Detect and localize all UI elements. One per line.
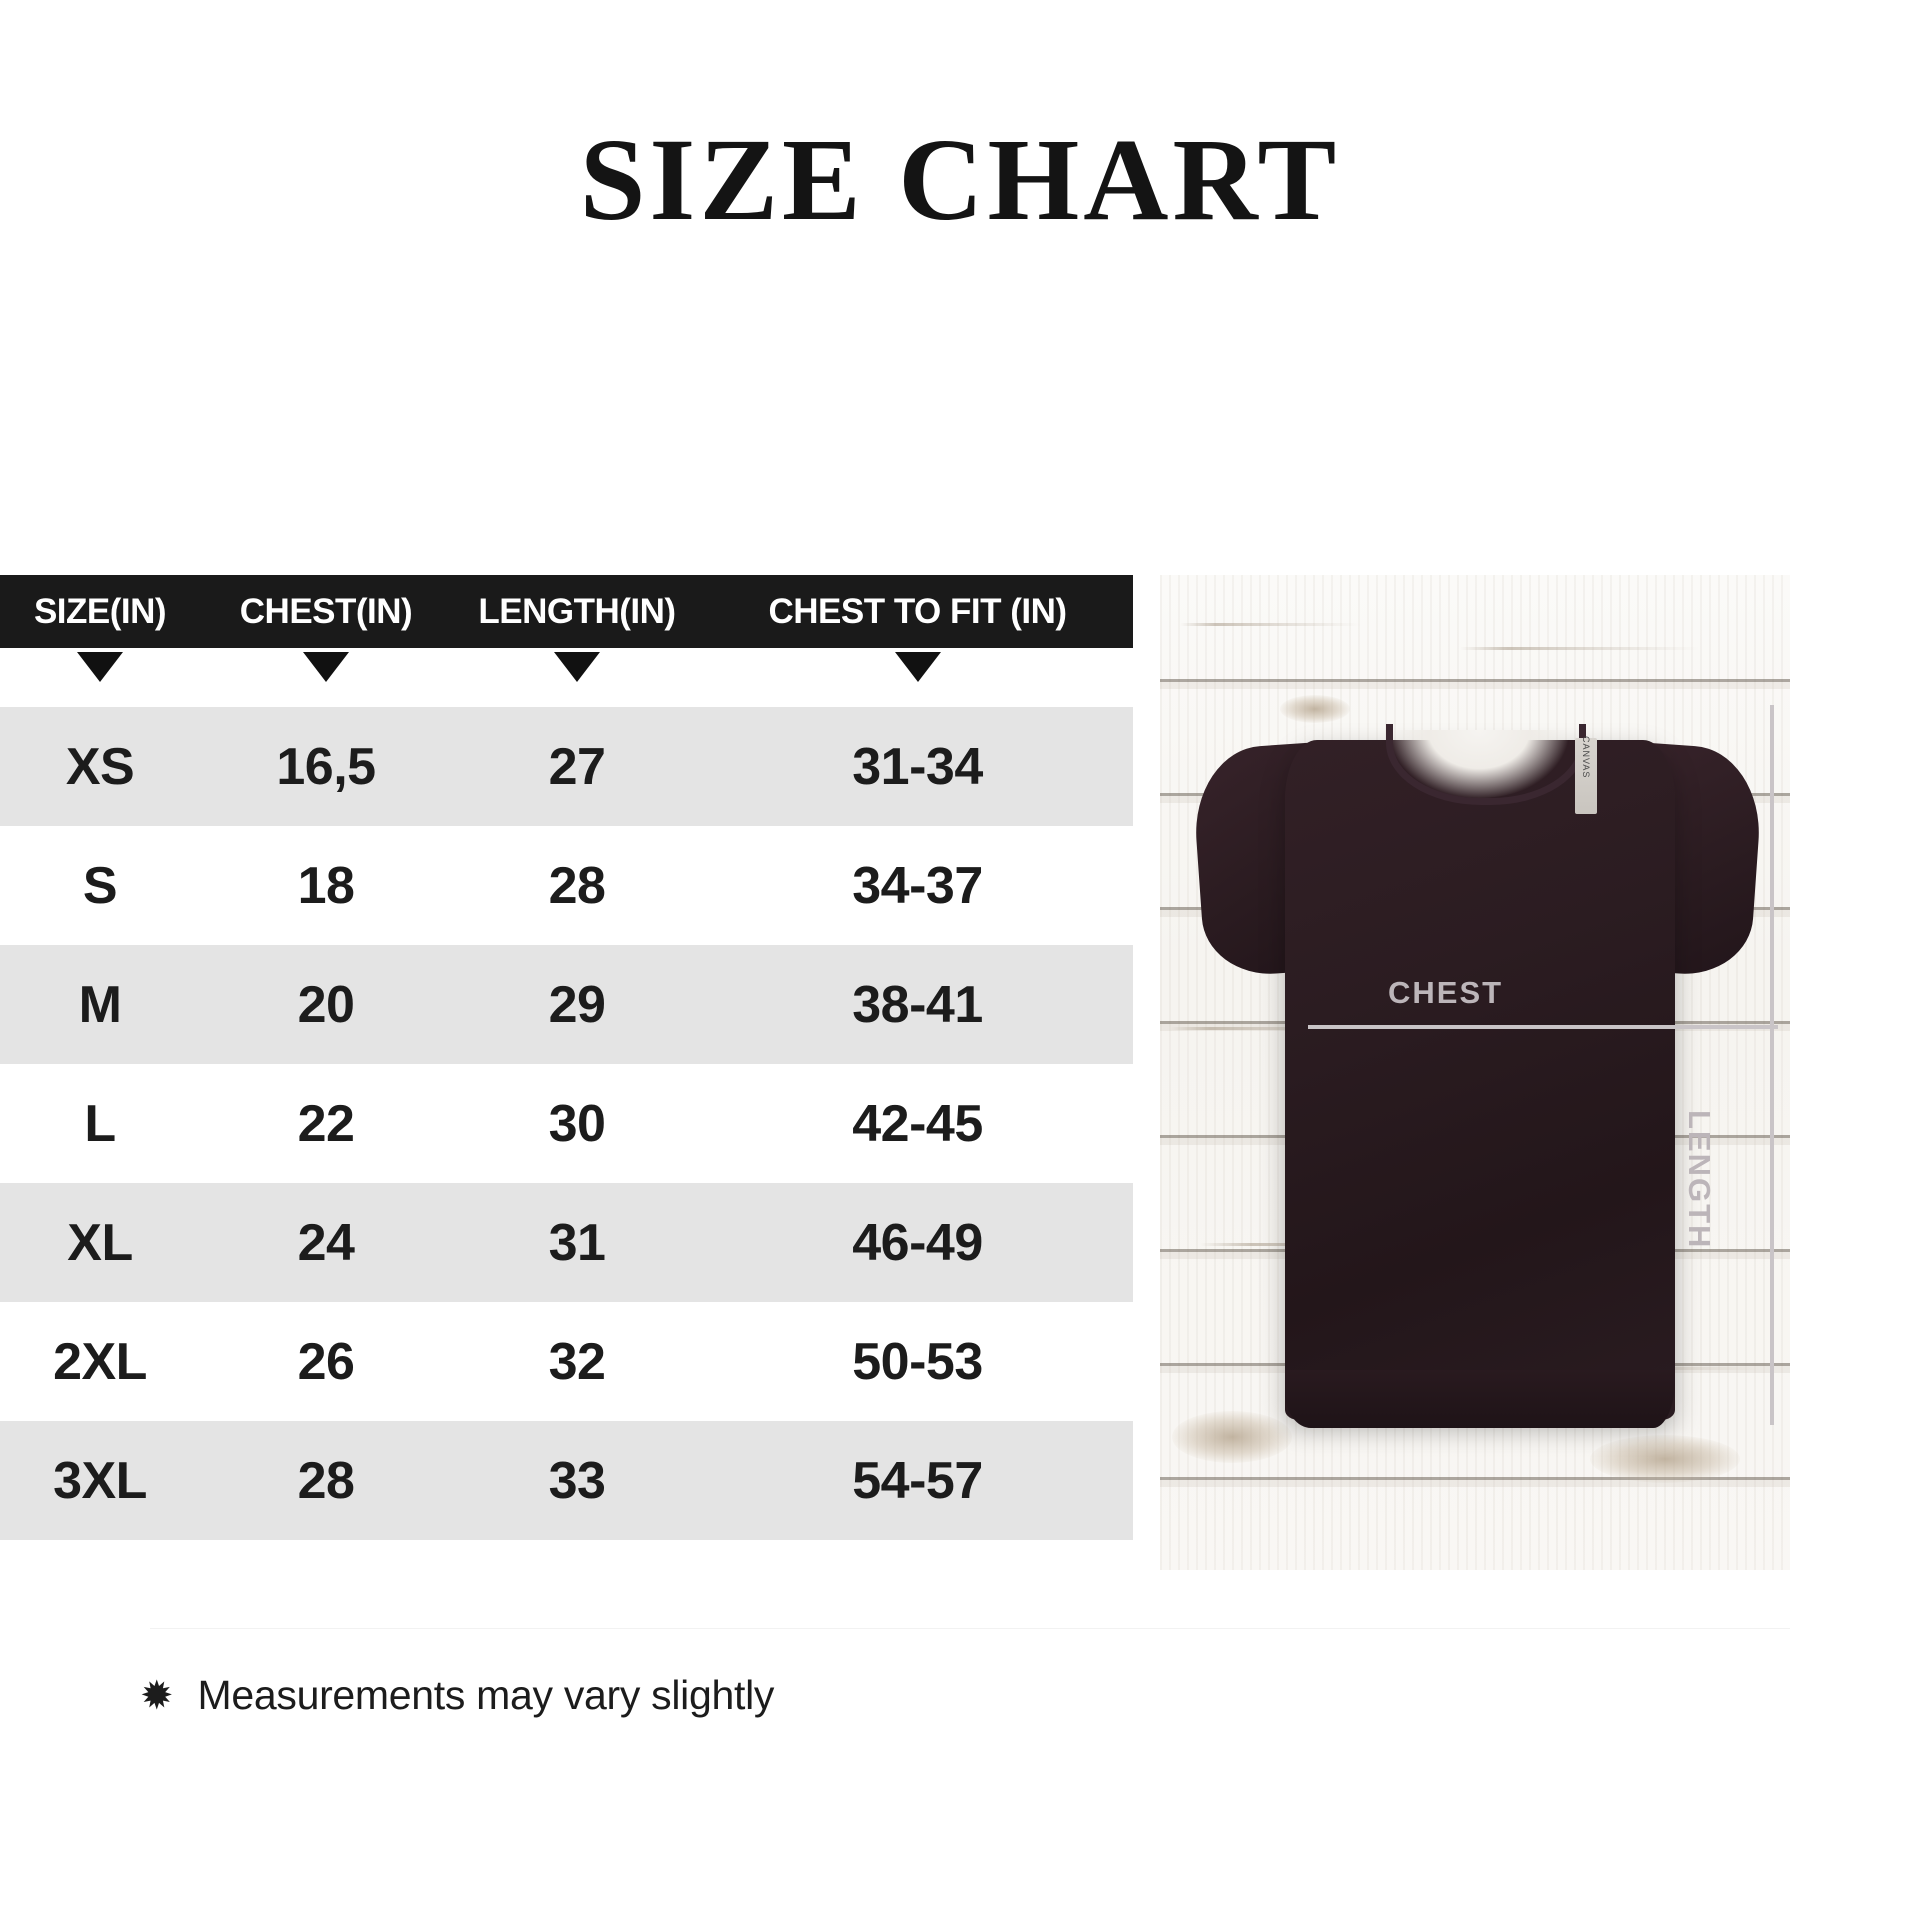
- title-section: SIZE CHART: [0, 0, 1920, 470]
- triangle-down-icon-chest: [200, 652, 452, 682]
- tshirt-photo: CANVAS CHEST LENGTH: [1190, 680, 1778, 1428]
- cell-size: M: [78, 975, 122, 1034]
- cell-chest-to-fit: 54-57: [852, 1451, 983, 1510]
- table-row: M 20 29 38-41: [0, 945, 1133, 1064]
- triangle-down-icon-chest-to-fit: [702, 652, 1133, 682]
- triangle-down-icon-size: [0, 652, 200, 682]
- triangle-down-icon-length: [452, 652, 702, 682]
- column-header-size: SIZE(IN): [33, 592, 167, 631]
- cell-chest-to-fit: 34-37: [852, 856, 983, 915]
- cell-length: 32: [548, 1332, 606, 1391]
- size-chart-table: SIZE(IN) CHEST(IN) LENGTH(IN) CHEST TO F…: [0, 575, 1133, 1540]
- length-measurement-label: LENGTH: [1682, 1110, 1717, 1250]
- chest-measurement-line: [1308, 1025, 1778, 1029]
- cell-size: XS: [65, 737, 135, 796]
- table-row: L 22 30 42-45: [0, 1064, 1133, 1183]
- cell-chest: 18: [297, 856, 355, 915]
- column-header-length: LENGTH(IN): [478, 592, 676, 631]
- star-icon: ✹: [140, 1673, 174, 1718]
- wood-knot: [1590, 1435, 1740, 1483]
- main-content: SIZE(IN) CHEST(IN) LENGTH(IN) CHEST TO F…: [0, 575, 1920, 1575]
- cell-chest: 24: [297, 1213, 355, 1272]
- neck-tag-brand-label: CANVAS: [1581, 736, 1591, 779]
- wood-grain-mark: [1170, 1027, 1370, 1030]
- table-row: XS 16,5 27 31-34: [0, 707, 1133, 826]
- table-header-row: SIZE(IN) CHEST(IN) LENGTH(IN) CHEST TO F…: [0, 575, 1133, 648]
- column-header-chest-to-fit: CHEST TO FIT (IN): [768, 592, 1067, 631]
- length-measurement-line: [1770, 705, 1774, 1425]
- cell-chest-to-fit: 31-34: [852, 737, 983, 796]
- table-row: XL 24 31 46-49: [0, 1183, 1133, 1302]
- cell-size: S: [82, 856, 118, 915]
- column-marker-row: [0, 648, 1133, 707]
- table-row: 2XL 26 32 50-53: [0, 1302, 1133, 1421]
- cell-chest: 20: [297, 975, 355, 1034]
- cell-size: 3XL: [53, 1451, 147, 1510]
- page-title: SIZE CHART: [579, 114, 1341, 245]
- cell-chest-to-fit: 42-45: [852, 1094, 983, 1153]
- wood-grain-mark: [1180, 623, 1360, 626]
- tshirt-hem: [1285, 1370, 1675, 1428]
- product-photo-panel: CANVAS CHEST LENGTH: [1160, 575, 1790, 1570]
- footer-note: ✹ Measurements may vary slightly: [140, 1672, 774, 1719]
- cell-length: 29: [548, 975, 606, 1034]
- cell-chest: 26: [297, 1332, 355, 1391]
- wood-grain-mark: [1460, 647, 1700, 650]
- wood-knot: [1280, 695, 1350, 723]
- cell-chest-to-fit: 38-41: [852, 975, 983, 1034]
- table-row: 3XL 28 33 54-57: [0, 1421, 1133, 1540]
- cell-chest: 16,5: [276, 737, 376, 796]
- cell-size: 2XL: [53, 1332, 147, 1391]
- cell-length: 27: [548, 737, 606, 796]
- cell-length: 31: [548, 1213, 606, 1272]
- column-header-chest: CHEST(IN): [239, 592, 413, 631]
- cell-chest-to-fit: 46-49: [852, 1213, 983, 1272]
- table-row: S 18 28 34-37: [0, 826, 1133, 945]
- cell-length: 30: [548, 1094, 606, 1153]
- cell-length: 28: [548, 856, 606, 915]
- cell-chest: 28: [297, 1451, 355, 1510]
- footer-note-text: Measurements may vary slightly: [197, 1672, 775, 1718]
- footer-divider: [150, 1628, 1790, 1629]
- cell-size: XL: [67, 1213, 133, 1272]
- tshirt-body: [1285, 740, 1675, 1420]
- wood-knot: [1172, 1411, 1292, 1463]
- cell-length: 33: [548, 1451, 606, 1510]
- tshirt-neck-tag: [1575, 738, 1597, 814]
- chest-measurement-label: CHEST: [1388, 975, 1504, 1010]
- cell-chest-to-fit: 50-53: [852, 1332, 983, 1391]
- cell-size: L: [84, 1094, 116, 1153]
- cell-chest: 22: [297, 1094, 355, 1153]
